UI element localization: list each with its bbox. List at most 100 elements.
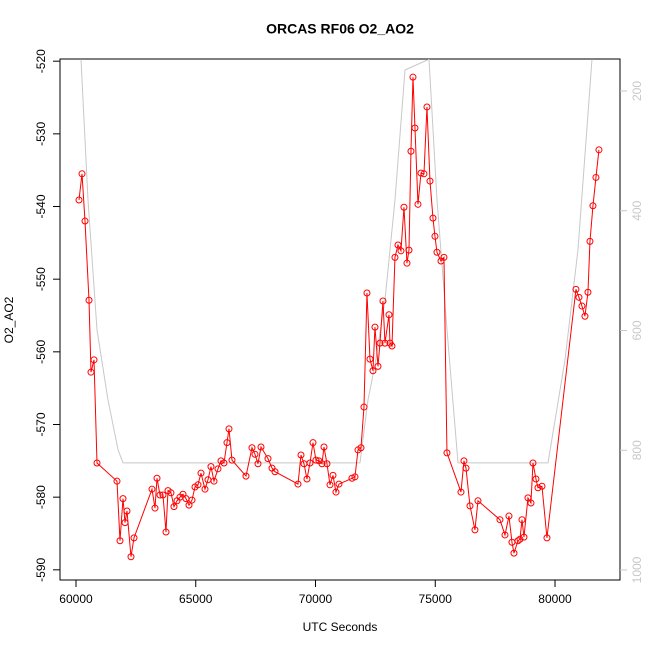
data-point	[433, 248, 441, 256]
x-tick-label: 65000	[179, 592, 213, 606]
data-point	[303, 475, 311, 483]
data-point	[388, 342, 396, 350]
data-point	[514, 537, 522, 545]
y2-tick-label: 200	[630, 81, 644, 101]
data-point	[379, 297, 387, 305]
data-point	[578, 302, 586, 310]
y-tick-label: -590	[34, 557, 48, 581]
data-point	[312, 456, 320, 464]
data-point	[529, 459, 537, 467]
data-point	[420, 170, 428, 178]
data-point	[93, 459, 101, 467]
data-point	[78, 170, 86, 178]
data-point	[257, 443, 265, 451]
data-point	[411, 124, 419, 132]
data-point	[87, 368, 95, 376]
data-point	[400, 203, 408, 211]
data-point	[505, 512, 513, 520]
plot-area	[75, 59, 603, 561]
data-point	[466, 502, 474, 510]
y2-tick-label: 800	[630, 440, 644, 460]
data-point	[130, 534, 138, 542]
data-point	[167, 489, 175, 497]
data-point	[369, 367, 377, 375]
data-point	[242, 472, 250, 480]
data-point	[254, 460, 262, 468]
data-point	[75, 196, 83, 204]
data-point	[294, 480, 302, 488]
y-tick-label: -570	[34, 412, 48, 436]
data-point	[264, 455, 272, 463]
data-point	[194, 481, 202, 489]
y-axis-label: O2_AO2	[2, 296, 16, 343]
data-point	[381, 339, 389, 347]
data-point	[90, 356, 98, 364]
data-point	[462, 464, 470, 472]
data-point	[153, 474, 161, 482]
data-point	[127, 553, 135, 561]
data-point	[170, 503, 178, 511]
y-tick-label: -530	[34, 122, 48, 146]
data-point	[210, 477, 218, 485]
data-point	[335, 480, 343, 488]
data-point	[318, 460, 326, 468]
chart-title: ORCAS RF06 O2_AO2	[266, 21, 414, 37]
data-point	[518, 516, 526, 524]
data-point	[510, 549, 518, 557]
data-point	[532, 475, 540, 483]
x-axis-label: UTC Seconds	[303, 620, 378, 634]
data-point	[214, 465, 222, 473]
data-point	[391, 253, 399, 261]
data-point	[119, 495, 127, 503]
data-point	[360, 403, 368, 411]
plot-box	[59, 58, 621, 581]
data-point	[581, 312, 589, 320]
data-point	[527, 499, 535, 507]
data-point	[496, 516, 504, 524]
data-point	[575, 293, 583, 301]
data-point	[592, 173, 600, 181]
y2-tick-label: 400	[630, 200, 644, 220]
data-point	[326, 481, 334, 489]
y2-tick-label: 600	[630, 320, 644, 340]
y-tick-label: -560	[34, 340, 48, 364]
data-point	[586, 237, 594, 245]
data-point	[156, 491, 164, 499]
data-point	[572, 285, 580, 293]
data-point	[323, 460, 331, 468]
data-point	[474, 497, 482, 505]
data-point	[595, 146, 603, 154]
y-tick-label: -540	[34, 194, 48, 218]
y2-tick-label: 1000	[630, 556, 644, 583]
data-point	[426, 177, 434, 185]
data-point	[85, 296, 93, 304]
x-tick-label: 80000	[538, 592, 572, 606]
data-point	[185, 501, 193, 509]
data-point	[443, 449, 451, 457]
data-point	[457, 488, 465, 496]
data-point	[332, 488, 340, 496]
data-point	[385, 311, 393, 319]
data-point	[320, 443, 328, 451]
data-point	[584, 288, 592, 296]
data-point	[220, 459, 228, 467]
data-point	[363, 289, 371, 297]
data-point	[520, 533, 528, 541]
y-tick-label: -520	[34, 49, 48, 73]
data-point	[405, 246, 413, 254]
data-point	[407, 147, 415, 155]
data-point	[589, 202, 597, 210]
data-point	[113, 477, 121, 485]
data-point	[207, 463, 215, 471]
y-tick-label: -580	[34, 485, 48, 509]
data-point	[501, 531, 509, 539]
data-point	[223, 439, 231, 447]
data-point	[376, 339, 384, 347]
data-point	[371, 323, 379, 331]
data-point	[188, 496, 196, 504]
data-point	[366, 355, 374, 363]
y-tick-label: -550	[34, 267, 48, 291]
data-point	[81, 217, 89, 225]
